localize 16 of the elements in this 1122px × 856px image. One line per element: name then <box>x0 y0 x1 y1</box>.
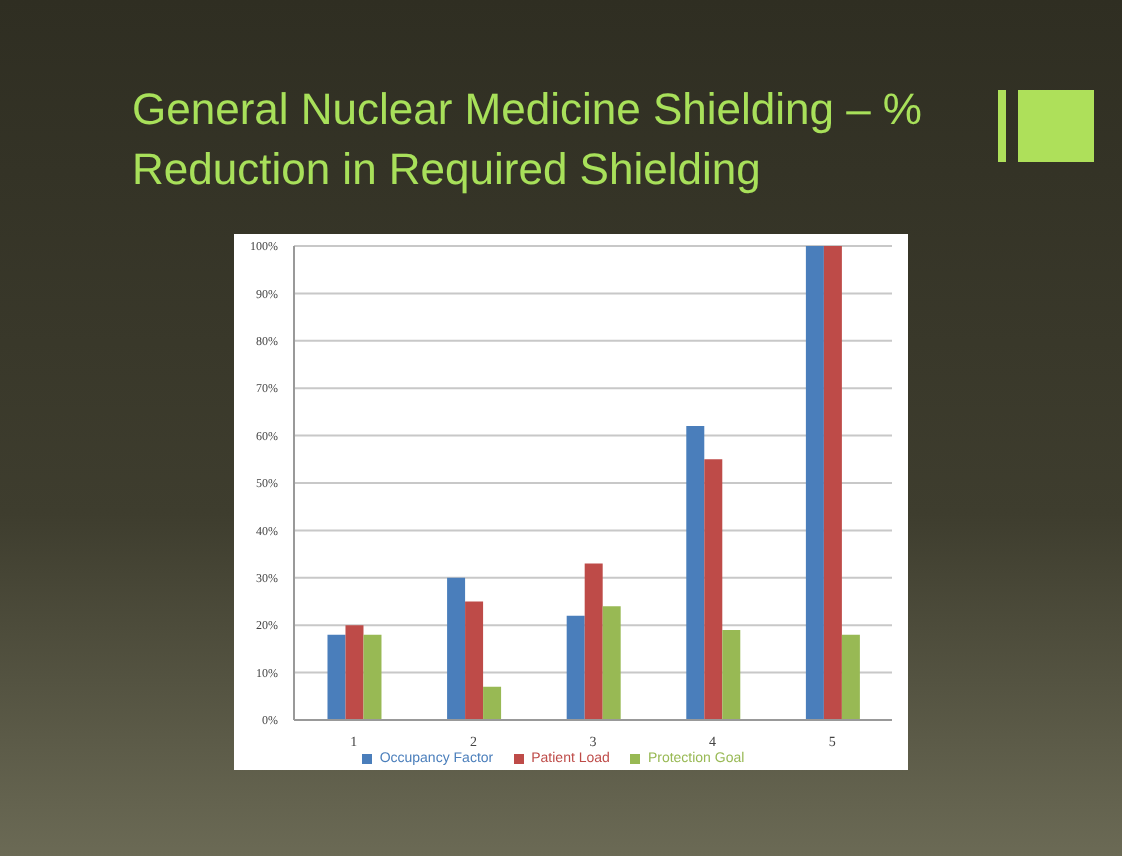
bar <box>566 615 585 720</box>
bar <box>447 577 466 720</box>
bar <box>722 629 741 720</box>
bar <box>704 459 723 720</box>
bar <box>805 246 824 720</box>
chart-title: General Nuclear Medicine Shielding – % Reduction in Required Shielding <box>132 82 924 198</box>
bar <box>686 426 705 720</box>
bar <box>327 634 346 720</box>
bar <box>841 634 860 720</box>
bar <box>465 601 484 720</box>
bar <box>602 606 621 720</box>
bar <box>483 686 502 720</box>
bar <box>584 563 603 720</box>
bar <box>823 246 842 720</box>
bar <box>345 625 364 720</box>
bar <box>363 634 382 720</box>
